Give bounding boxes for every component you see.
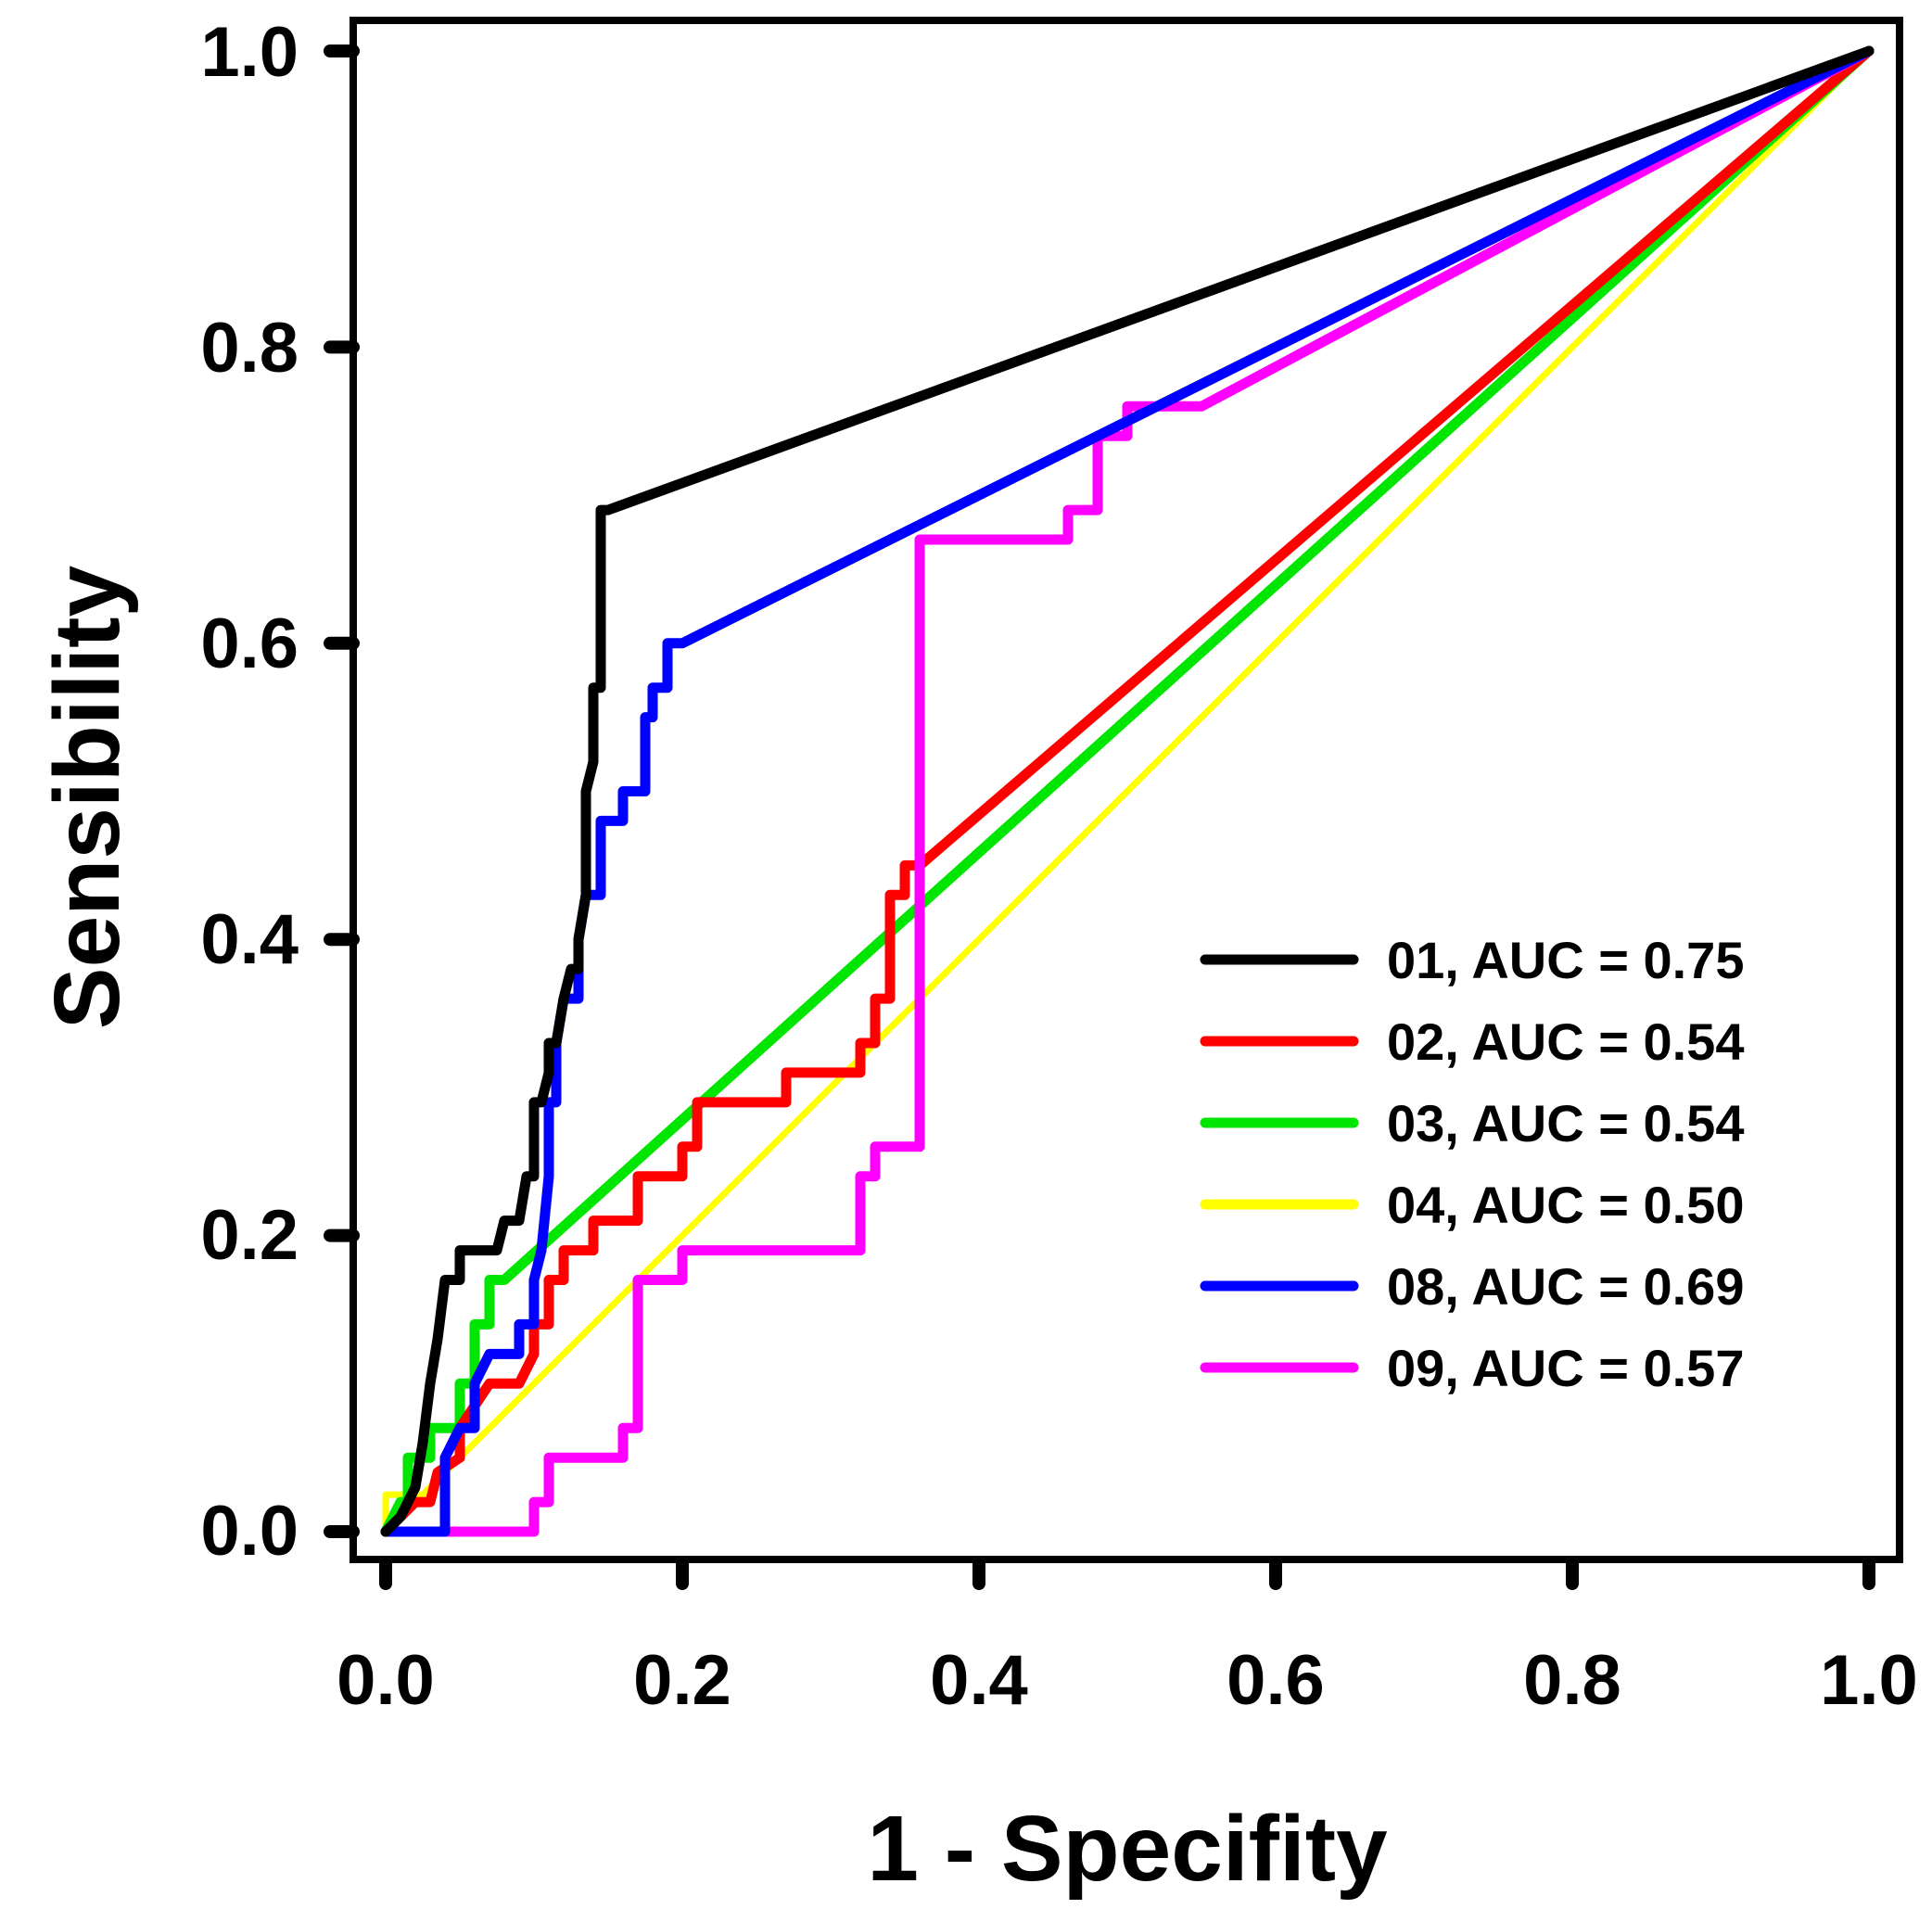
y-tick-label: 1.0 [200, 13, 299, 92]
x-tick-label: 0.6 [1227, 1641, 1325, 1720]
y-tick-label: 0.6 [200, 605, 299, 683]
y-tick-label: 0.2 [200, 1196, 299, 1275]
legend-label-03: 03, AUC = 0.54 [1387, 1094, 1744, 1152]
legend-label-02: 02, AUC = 0.54 [1387, 1012, 1744, 1071]
y-axis-title: Sensibility [35, 566, 139, 1030]
y-tick-label: 0.0 [200, 1492, 299, 1571]
x-tick-label: 0.2 [633, 1641, 731, 1720]
series-line-01 [380, 45, 1875, 1537]
y-axis-ticks [324, 45, 360, 1538]
x-axis-title: 1 - Specifity [867, 1797, 1388, 1901]
legend-label-01: 01, AUC = 0.75 [1387, 931, 1744, 989]
x-tick-label: 1.0 [1820, 1641, 1918, 1720]
legend: 01, AUC = 0.75 02, AUC = 0.54 03, AUC = 0.… [1200, 931, 1744, 1397]
x-tick-label: 0.8 [1523, 1641, 1621, 1720]
series-layer [380, 45, 1875, 1537]
legend-label-09: 09, AUC = 0.57 [1387, 1339, 1744, 1397]
y-tick-label: 0.4 [200, 900, 299, 979]
legend-label-08: 08, AUC = 0.69 [1387, 1257, 1744, 1316]
legend-label-04: 04, AUC = 0.50 [1387, 1176, 1744, 1234]
x-axis-ticks [379, 1557, 1875, 1590]
x-tick-label: 0.4 [930, 1641, 1028, 1720]
y-tick-label: 0.8 [200, 309, 299, 388]
x-tick-label: 0.0 [337, 1641, 435, 1720]
